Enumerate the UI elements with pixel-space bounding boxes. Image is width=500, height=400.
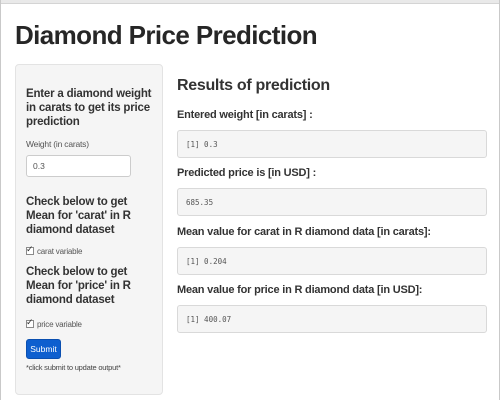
weight-label: Weight (in carats) — [26, 139, 89, 149]
price-checkbox-row[interactable]: ✓ price variable — [26, 317, 82, 330]
entered-weight-label: Entered weight [in carats] : — [177, 109, 313, 121]
weight-input[interactable] — [26, 155, 131, 177]
mean-price-output: [1] 400.07 — [177, 305, 487, 333]
carat-checkbox-label[interactable]: carat variable — [37, 246, 83, 256]
price-checkbox-label[interactable]: price variable — [37, 319, 82, 329]
submit-button[interactable]: Submit — [26, 339, 61, 359]
mean-carat-label: Mean value for carat in R diamond data [… — [177, 226, 431, 238]
weight-heading: Enter a diamond weight in carats to get … — [26, 88, 152, 128]
mean-carat-output: [1] 0.204 — [177, 247, 487, 275]
carat-checkbox-row[interactable]: ✓ carat variable — [26, 244, 83, 257]
price-mean-heading: Check below to get Mean for 'price' in R… — [26, 266, 131, 306]
predicted-price-label: Predicted price is [in USD] : — [177, 167, 317, 179]
entered-weight-output: [1] 0.3 — [177, 130, 487, 158]
top-bar — [1, 0, 499, 4]
sidebar-panel: Enter a diamond weight in carats to get … — [15, 64, 163, 395]
checkmark-icon: ✓ — [26, 317, 34, 327]
page-title: Diamond Price Prediction — [15, 20, 318, 50]
submit-hint: *click submit to update output* — [26, 363, 121, 372]
carat-mean-heading: Check below to get Mean for 'carat' in R… — [26, 196, 131, 236]
price-checkbox[interactable]: ✓ — [26, 317, 34, 328]
carat-checkbox[interactable]: ✓ — [26, 244, 34, 255]
checkmark-icon: ✓ — [26, 244, 34, 254]
predicted-price-output: 685.35 — [177, 188, 487, 216]
mean-price-label: Mean value for price in R diamond data [… — [177, 284, 423, 296]
results-title: Results of prediction — [177, 77, 330, 94]
